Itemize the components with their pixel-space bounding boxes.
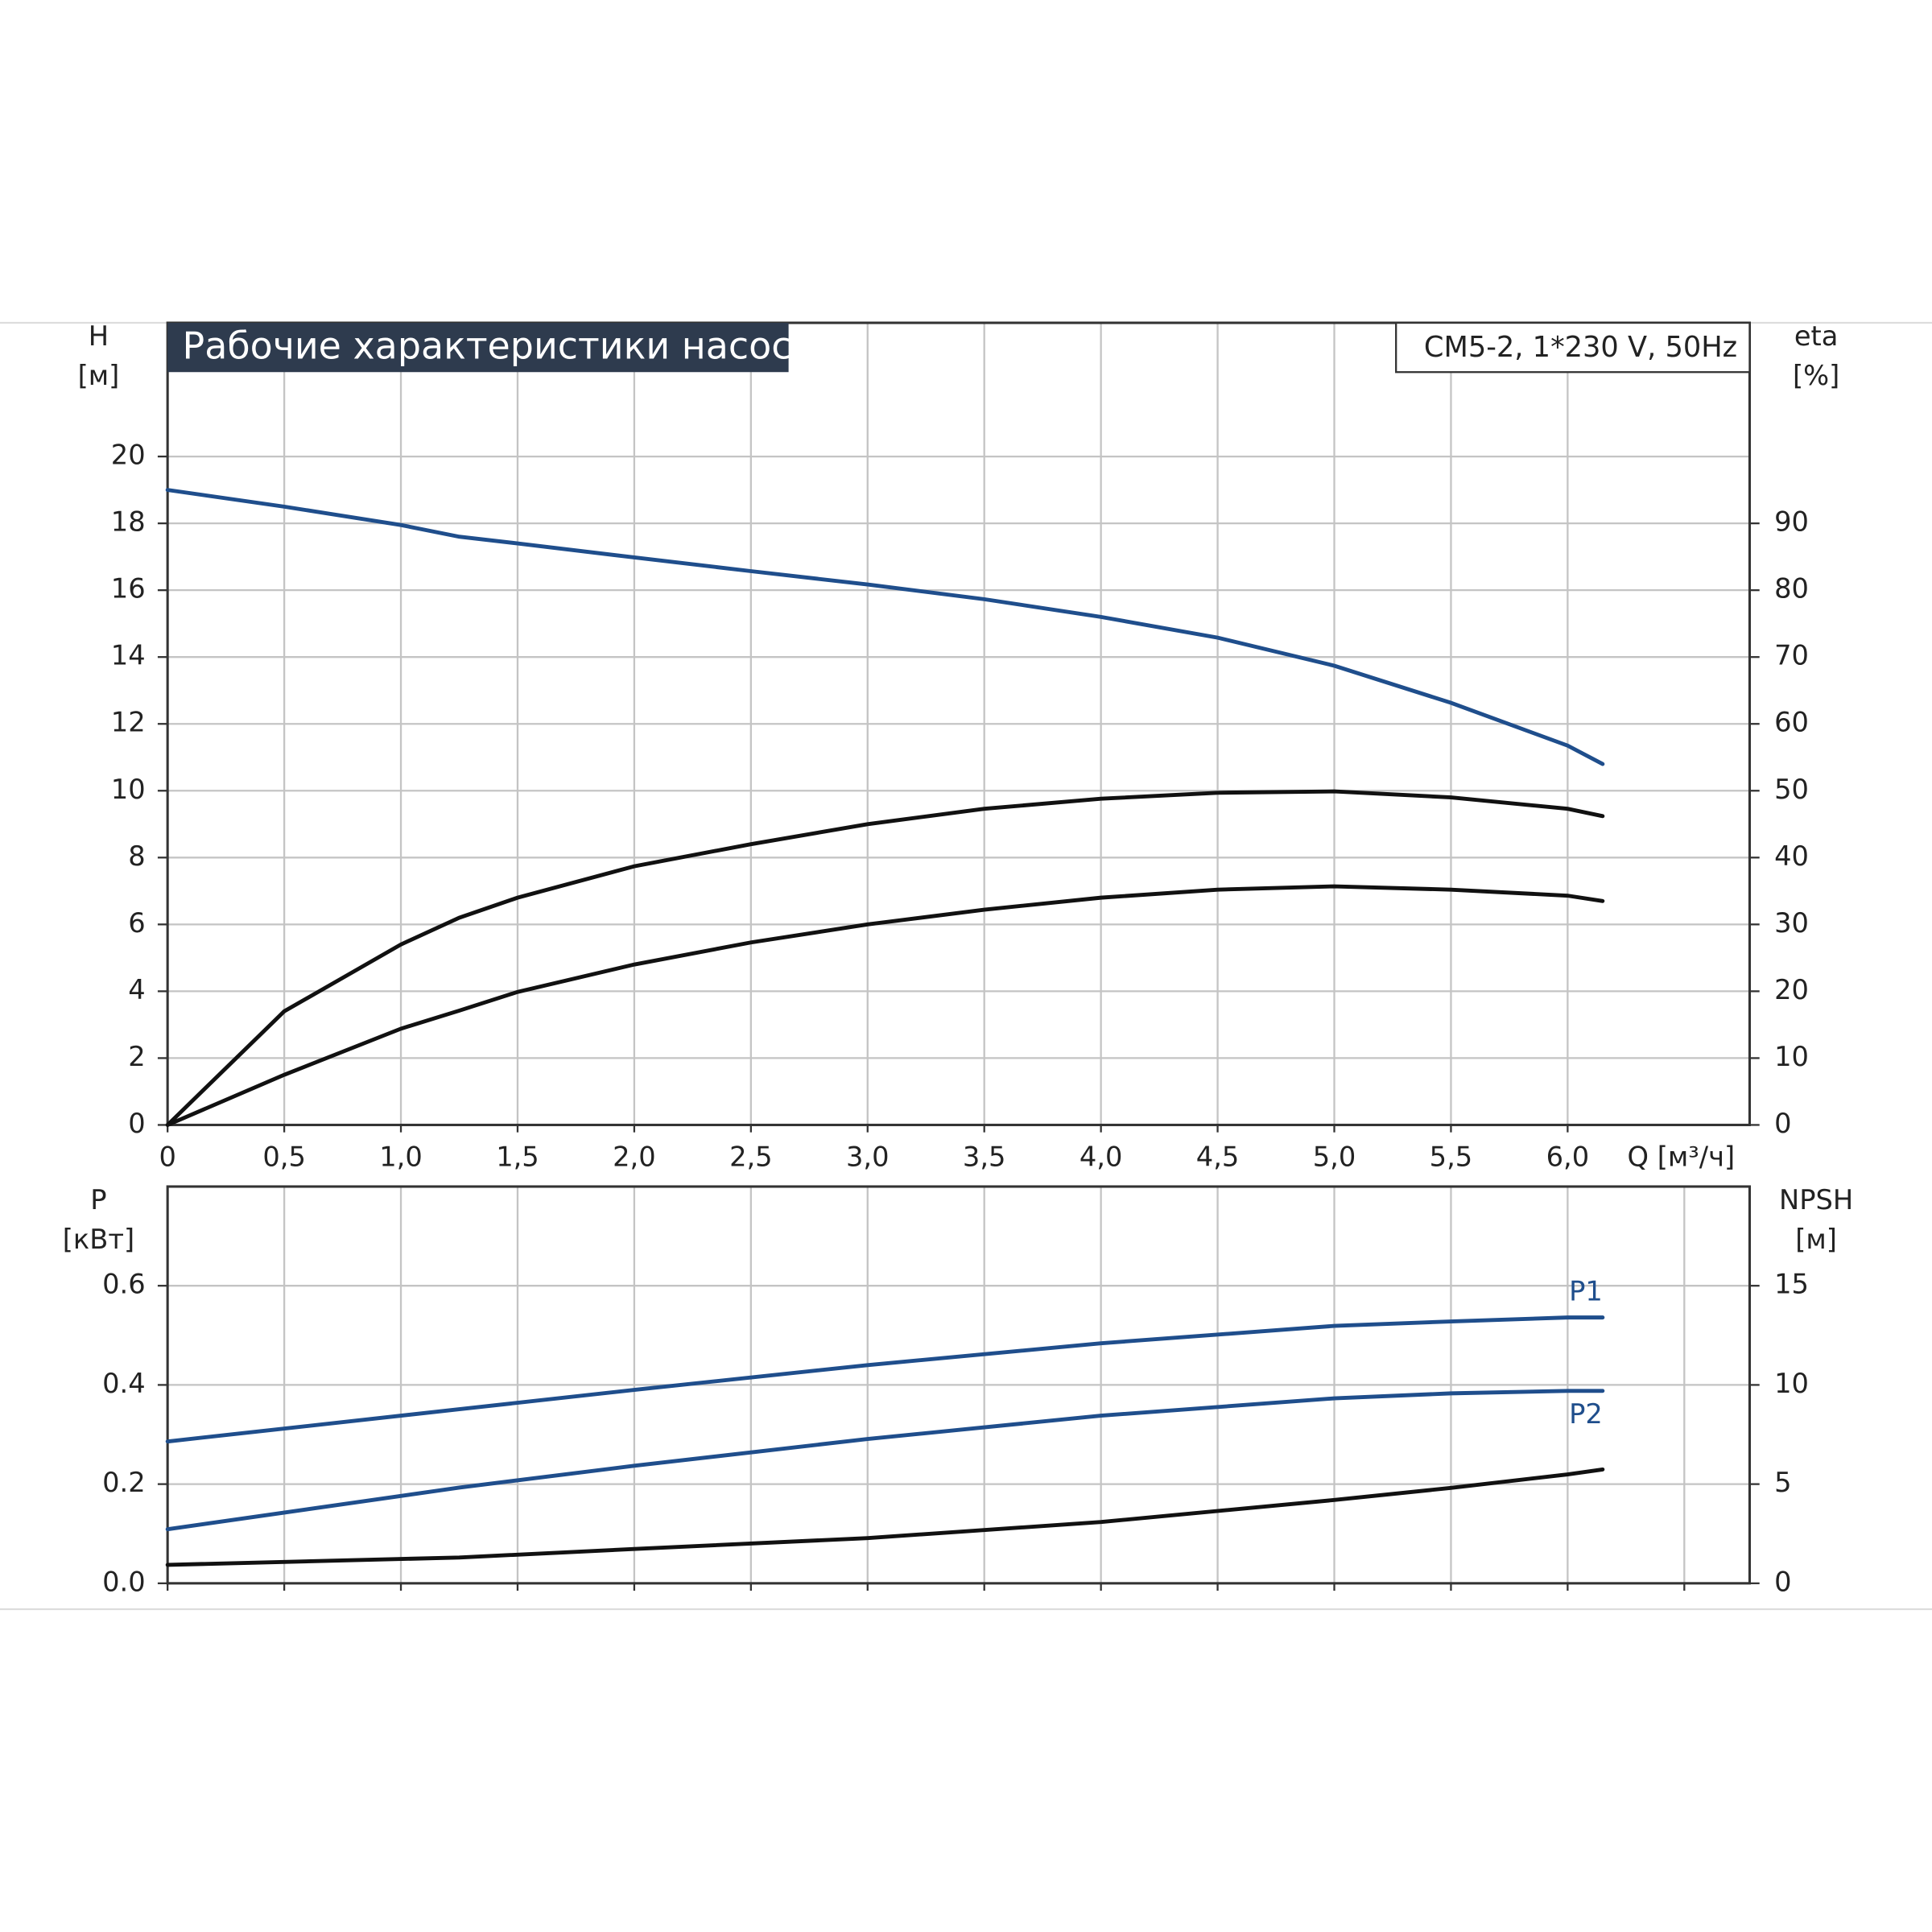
y-tick-label: 0.6 <box>102 1269 146 1300</box>
y2-tick-label: 80 <box>1774 573 1809 605</box>
x-axis-label: Q [м³/ч] <box>1628 1141 1736 1172</box>
annotation: CM5-2, 1*230 V, 50Hz <box>1424 331 1737 364</box>
x-tick-label: 5,5 <box>1430 1141 1473 1172</box>
y-axis-label: [кВт] <box>63 1224 134 1255</box>
x-tick-label: 4,0 <box>1080 1141 1123 1172</box>
y-tick-label: 10 <box>111 774 146 805</box>
y-tick-label: 0 <box>128 1108 145 1139</box>
x-tick-label: 2,0 <box>613 1141 656 1172</box>
y2-tick-label: 20 <box>1774 974 1809 1005</box>
x-tick-label: 5,0 <box>1313 1141 1356 1172</box>
y2-axis-label: NPSH <box>1779 1184 1853 1216</box>
charts: 0 0,5 1,0 1,5 2,0 2,5 3,0 3,5 4,0 4,5 5,0 5,5 6,0 0 2 4… <box>63 320 1853 1597</box>
x-tick-label: 6,0 <box>1546 1141 1590 1172</box>
y-tick-label: 0.4 <box>102 1368 146 1399</box>
curve <box>165 1389 1605 1532</box>
y-tick-label: 8 <box>128 840 145 872</box>
x-tick-label: 1,0 <box>379 1141 423 1172</box>
x-tick-label: 0 <box>159 1141 175 1172</box>
y2-tick-label: 70 <box>1774 640 1809 671</box>
y-tick-label: 14 <box>111 640 146 671</box>
y2-tick-label: 15 <box>1774 1269 1809 1300</box>
y2-tick-label: 50 <box>1774 774 1809 805</box>
y2-tick-label: 30 <box>1774 907 1809 939</box>
curve <box>165 1315 1605 1444</box>
x-tick-label: 3,5 <box>963 1141 1006 1172</box>
y-axis-label: H <box>89 320 109 352</box>
y-tick-label: 6 <box>128 907 145 939</box>
y-tick-label: 18 <box>111 506 146 538</box>
y2-tick-label: 60 <box>1774 707 1809 738</box>
y-tick-label: 0.0 <box>102 1566 146 1597</box>
y2-axis-label: [%] <box>1793 360 1839 391</box>
x-tick-label: 4,5 <box>1196 1141 1240 1172</box>
x-tick-label: 2,5 <box>729 1141 773 1172</box>
y-tick-label: 16 <box>111 573 146 605</box>
y2-tick-label: 10 <box>1774 1041 1809 1072</box>
y-tick-label: 0.2 <box>102 1467 146 1498</box>
y-tick-label: 12 <box>111 707 146 738</box>
y-axis-label: [м] <box>78 360 120 391</box>
y2-tick-label: 90 <box>1774 506 1809 538</box>
y2-axis-label: [м] <box>1795 1224 1837 1255</box>
y2-tick-label: 0 <box>1774 1566 1791 1597</box>
y2-tick-label: 40 <box>1774 840 1809 872</box>
y-tick-label: 2 <box>128 1041 145 1072</box>
annotation-box <box>1395 321 1751 374</box>
title-box <box>167 323 789 373</box>
y-tick-label: 20 <box>111 440 146 471</box>
y2-tick-label: 0 <box>1774 1108 1791 1139</box>
curve <box>165 488 1605 766</box>
chart-title: Рабочие характеристики насоса <box>183 324 815 368</box>
curve <box>165 884 1605 1127</box>
x-tick-label: 0,5 <box>262 1141 306 1172</box>
x-tick-label: 3,0 <box>846 1141 890 1172</box>
curve-label: P2 <box>1569 1398 1603 1430</box>
plot-frame <box>166 1185 1751 1585</box>
x-tick-label: 1,5 <box>496 1141 539 1172</box>
y-axis-label: P <box>90 1184 106 1216</box>
y-tick-label: 4 <box>128 974 145 1005</box>
y2-tick-label: 5 <box>1774 1467 1791 1498</box>
curve <box>165 1467 1605 1567</box>
y2-tick-label: 10 <box>1774 1368 1809 1399</box>
curve-label: P1 <box>1569 1276 1603 1307</box>
y2-axis-label: eta <box>1794 320 1839 352</box>
curve <box>165 789 1605 1127</box>
plot-frame <box>166 321 1751 1126</box>
